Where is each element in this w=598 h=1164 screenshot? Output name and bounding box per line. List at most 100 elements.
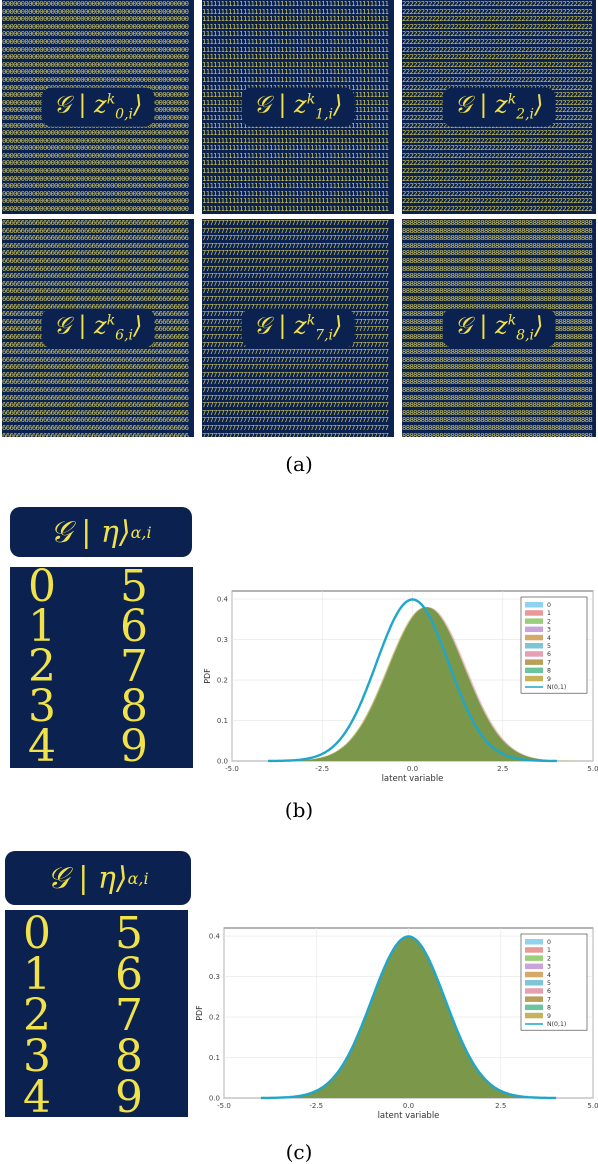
y-axis-label: PDF [195,1005,204,1021]
digit-glyph-1: 1 [23,949,51,1000]
reference-normal-curve [268,598,557,763]
panel-b-caption: (b) [284,798,314,822]
y-tick-label: 0.1 [217,717,228,725]
latent-sample-tile: 8888888888888888888888888888888888888888… [402,219,596,437]
label-ket-close: ⟩ [133,90,143,119]
legend-swatch-2 [525,955,543,961]
digit-glyph-9: 9 [120,721,148,769]
latent-state-label: 𝒢 | zk7,i⟩ [241,308,355,348]
legend-entry: 1 [547,947,551,954]
legend-swatch-0 [525,939,543,945]
legend-swatch-7 [525,996,543,1002]
digit-glyph-4: 4 [28,721,56,769]
y-tick-label: 0.1 [209,1054,220,1062]
digit-glyph-0: 0 [23,910,51,959]
legend-entry: N(0,1) [547,1021,566,1028]
legend-entry: 8 [547,668,551,675]
reference-normal-curve [260,935,557,1100]
digit-glyph-7: 7 [120,641,148,692]
label-superscript: k [106,312,116,329]
x-tick-label: 0.0 [407,765,418,773]
label-superscript: k [106,91,116,108]
legend-entry: 7 [547,659,551,666]
panel-b-digit-image: 0 5 1 6 2 7 3 8 4 9 [10,567,193,768]
digit-glyph-9: 9 [115,1072,143,1118]
legend-swatch-2 [525,618,543,624]
legend-swatch-1 [525,610,543,616]
legend-entry: 4 [547,972,551,979]
legend-swatch-0 [525,602,543,608]
label-superscript: k [507,312,517,329]
legend-swatch-8 [525,667,543,674]
y-tick-label: 0.4 [209,933,221,941]
legend-entry: 3 [547,627,551,634]
digit-glyph-0: 0 [28,567,56,612]
label-subscript: 2,i [516,106,535,123]
label-ket-close: ⟩ [534,311,544,340]
legend-entry: N(0,1) [547,684,566,691]
label-ket-close: ⟩ [333,90,343,119]
legend-entry: 1 [547,610,551,617]
legend-entry: 6 [547,988,551,995]
digit-glyph-3: 3 [23,1031,51,1082]
latent-sample-tile: 7777777777777777777777777777777777777777… [202,219,394,437]
legend-swatch-6 [525,651,543,657]
panel-a-caption: (a) [285,452,313,476]
label-ket-text: 𝒢 | z [454,311,508,340]
legend-swatch-5 [525,643,543,649]
legend-entry: 4 [547,635,551,642]
digit-glyph-2: 2 [23,990,51,1041]
legend-swatch-3 [525,626,543,633]
panel-c-caption: (c) [285,1140,313,1164]
legend-entry: 5 [547,980,551,987]
latent-state-label: 𝒢 | zk0,i⟩ [41,87,155,127]
x-tick-label: 5.0 [587,765,598,773]
legend-entry: 0 [547,939,551,946]
digit-glyph-8: 8 [115,1031,143,1082]
label-ket-text: 𝒢 | z [253,311,307,340]
legend-entry: 8 [547,1005,551,1012]
y-tick-label: 0.4 [217,596,229,604]
x-tick-label: 0.0 [403,1102,414,1110]
label-superscript: k [306,312,316,329]
y-tick-label: 0.3 [217,636,228,644]
label-ket-text: 𝒢 | z [53,90,107,119]
label-subscript: 1,i [315,106,334,123]
latent-state-label: 𝒢 | zk6,i⟩ [41,308,155,348]
panel-c-eta-text: 𝒢 | η⟩ [47,860,128,896]
x-tick-label: 2.5 [497,765,508,773]
latent-sample-tile: 6666666666666666666666666666666666666666… [2,219,194,437]
legend-entry: 7 [547,996,551,1003]
x-tick-label: -2.5 [309,1102,323,1110]
panel-b-eta-sub: α,i [130,522,152,542]
x-tick-label: 2.5 [495,1102,506,1110]
legend-entry: 2 [547,618,551,625]
legend-swatch-4 [525,971,543,978]
digit-glyph-3: 3 [28,681,56,732]
x-tick-label: -2.5 [315,765,329,773]
legend-swatch-9 [525,1012,543,1019]
panel-b-eta-label: 𝒢 | η⟩ α,i [10,507,192,557]
legend-swatch-3 [525,963,543,970]
x-axis-label: latent variable [382,774,444,784]
panel-c-eta-label: 𝒢 | η⟩ α,i [5,851,191,905]
digit-glyph-1: 1 [28,601,56,652]
digit-glyph-6: 6 [115,949,143,1000]
digit-glyph-7: 7 [115,990,143,1041]
panel-c-digit-image: 0 5 1 6 2 7 3 8 4 9 [5,910,188,1117]
label-superscript: k [507,91,517,108]
label-subscript: 7,i [315,327,334,344]
label-subscript: 6,i [115,327,134,344]
digit-glyph-2: 2 [28,641,56,692]
panel-c-eta-sub: α,i [127,868,149,888]
legend-entry: 6 [547,651,551,658]
x-tick-label: -5.0 [217,1102,231,1110]
latent-state-label: 𝒢 | zk8,i⟩ [442,308,556,348]
x-tick-label: 5.0 [587,1102,598,1110]
label-ket-text: 𝒢 | z [53,311,107,340]
legend-swatch-6 [525,988,543,994]
y-tick-label: 0.2 [209,1014,220,1022]
label-ket-text: 𝒢 | z [253,90,307,119]
digit-glyph-5: 5 [120,567,148,612]
digit-glyph-4: 4 [23,1072,51,1118]
